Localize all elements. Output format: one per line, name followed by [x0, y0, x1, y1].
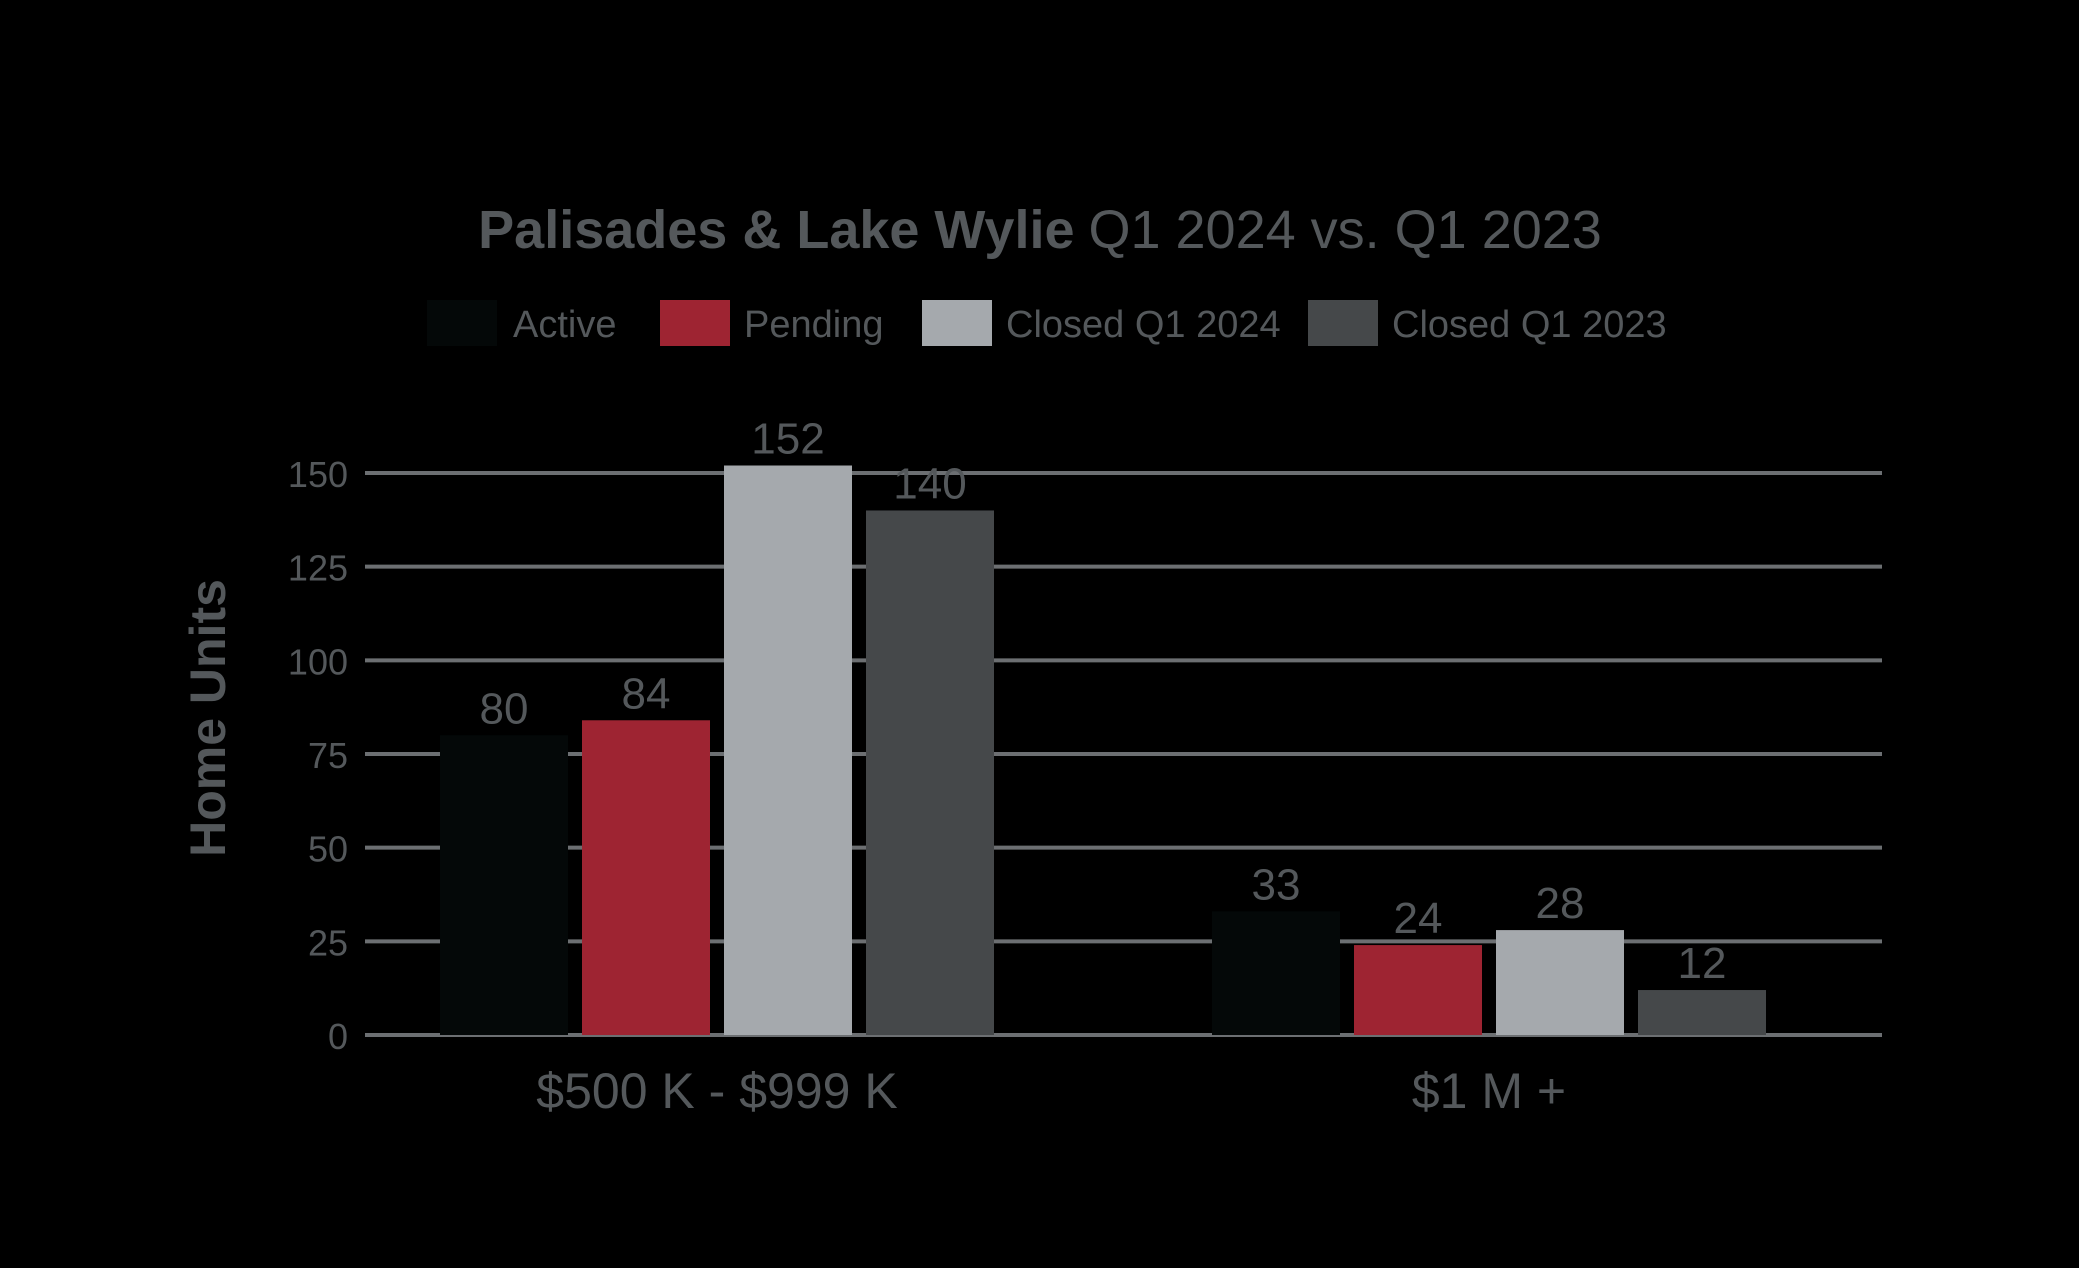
data-labels: 80 84 152 140 33 24 28 12	[480, 415, 1727, 989]
y-axis-ticks: 0 25 50 75 100 125 150	[288, 454, 348, 1057]
x-tick-label: $500 K - $999 K	[536, 1063, 897, 1119]
y-tick-label: 25	[308, 922, 348, 963]
legend-label: Closed Q1 2024	[1006, 304, 1281, 346]
bar	[582, 720, 710, 1035]
y-axis-label: Home Units	[180, 579, 236, 857]
data-label: 80	[480, 684, 529, 733]
data-label: 28	[1536, 879, 1585, 928]
bar	[1354, 945, 1482, 1035]
y-tick-label: 75	[308, 735, 348, 776]
data-label: 84	[622, 669, 671, 718]
x-tick-label: $1 M +	[1412, 1063, 1566, 1119]
data-label: 152	[751, 415, 824, 464]
bar	[1638, 990, 1766, 1035]
chart-title-normal: Q1 2024 vs. Q1 2023	[1088, 200, 1601, 260]
y-tick-label: 150	[288, 454, 348, 495]
legend-swatch	[427, 300, 497, 346]
legend-label: Pending	[744, 304, 883, 346]
legend-swatch	[1308, 300, 1378, 346]
y-tick-label: 50	[308, 829, 348, 870]
y-tick-label: 0	[328, 1016, 348, 1057]
legend: Active Pending Closed Q1 2024 Closed Q1 202…	[427, 300, 1667, 346]
bar	[1212, 911, 1340, 1035]
data-label: 24	[1394, 894, 1443, 943]
y-tick-label: 100	[288, 641, 348, 682]
x-axis-ticks: $500 K - $999 K $1 M +	[536, 1063, 1566, 1119]
bar	[724, 465, 852, 1035]
y-tick-label: 125	[288, 548, 348, 589]
data-label: 33	[1252, 860, 1301, 909]
legend-label: Active	[513, 304, 616, 346]
bar	[866, 510, 994, 1035]
bar	[440, 735, 568, 1035]
bar	[1496, 930, 1624, 1035]
legend-label: Closed Q1 2023	[1392, 304, 1667, 346]
data-label: 140	[893, 459, 966, 508]
data-label: 12	[1678, 939, 1727, 988]
legend-swatch	[660, 300, 730, 346]
chart-title: Palisades & Lake Wylie Q1 2024 vs. Q1 202…	[478, 200, 1602, 260]
bars	[440, 465, 1766, 1035]
chart-title-bold: Palisades & Lake Wylie	[478, 200, 1074, 260]
legend-swatch	[922, 300, 992, 346]
